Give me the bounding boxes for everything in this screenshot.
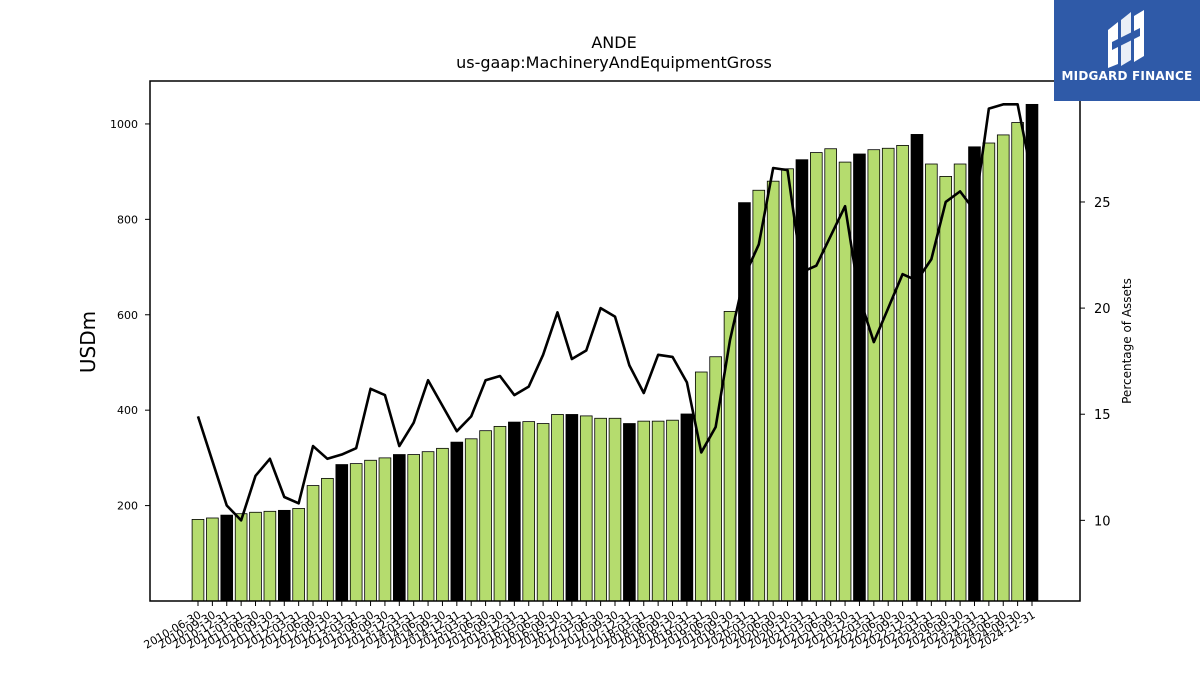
plot-frame — [149, 80, 1081, 602]
y-tick-label: 400 — [117, 404, 138, 417]
bar — [263, 510, 277, 602]
bar — [910, 134, 924, 602]
bar — [565, 414, 579, 602]
bar — [594, 417, 607, 602]
bar — [680, 413, 694, 602]
y-axis-label: USDm — [76, 311, 100, 373]
y-tick-label: 200 — [117, 500, 138, 513]
bar — [393, 454, 406, 602]
bar — [206, 517, 219, 602]
bar — [551, 414, 564, 602]
bar — [810, 152, 823, 602]
y-tick-label: 600 — [117, 309, 138, 322]
percentage-line — [196, 103, 1034, 522]
bar — [277, 509, 291, 602]
bar — [968, 146, 981, 602]
x-axis: 2010-06-302010-09-302010-12-312011-03-31… — [142, 601, 1038, 652]
y-axis-right: 10 15 20 25 — [1080, 196, 1111, 529]
midgard-finance-logo: MIDGARD FINANCE — [1054, 0, 1200, 101]
bar — [896, 144, 909, 602]
bar — [522, 421, 536, 602]
chart-title: ANDE — [591, 33, 636, 52]
chart-subtitle: us-gaap:MachineryAndEquipmentGross — [456, 53, 772, 72]
bar — [738, 202, 751, 602]
bar — [709, 356, 722, 602]
bar — [321, 477, 334, 602]
bar — [666, 419, 679, 602]
bar — [249, 511, 262, 602]
bar — [694, 371, 708, 602]
bar — [479, 430, 492, 602]
y-right-tick-label: 10 — [1094, 514, 1111, 529]
bar — [464, 438, 478, 602]
y-right-tick-label: 25 — [1094, 196, 1111, 211]
bar — [436, 447, 449, 602]
bar — [623, 423, 636, 602]
bar — [191, 519, 205, 602]
bar — [378, 457, 392, 602]
bar — [925, 163, 938, 602]
y-axis: 200 400 600 800 1000 — [110, 118, 150, 513]
bar — [349, 463, 363, 602]
bar — [1011, 122, 1024, 602]
bar — [723, 311, 737, 602]
y-tick-label: 1000 — [110, 118, 138, 131]
bar — [766, 180, 780, 602]
logo-mark-icon — [1108, 10, 1144, 68]
bar-series — [191, 103, 1039, 602]
bar — [508, 421, 521, 602]
bar — [220, 514, 234, 602]
bar — [824, 148, 837, 602]
bar — [335, 464, 349, 602]
bar — [1025, 103, 1039, 602]
bar — [407, 454, 420, 602]
bar — [867, 149, 881, 602]
bar — [608, 417, 622, 602]
bar — [450, 441, 464, 602]
bar — [881, 147, 895, 602]
line-series — [196, 103, 1034, 522]
bar — [939, 176, 953, 602]
bar — [953, 163, 967, 602]
bar — [982, 142, 996, 602]
bar — [996, 134, 1010, 602]
bar — [651, 420, 665, 602]
y-right-tick-label: 20 — [1094, 302, 1111, 317]
y-axis-right-label: Percentage of Assets — [1120, 278, 1134, 404]
bar — [536, 423, 550, 602]
bar — [579, 415, 593, 602]
y-tick-label: 800 — [117, 213, 138, 226]
bar — [853, 153, 866, 602]
bar — [781, 168, 794, 602]
y-right-tick-label: 15 — [1094, 408, 1111, 423]
bar — [637, 420, 651, 602]
bar — [364, 459, 377, 602]
bar — [493, 425, 507, 602]
bar — [234, 513, 248, 602]
bar — [306, 485, 320, 602]
bar — [795, 159, 809, 602]
logo-text: MIDGARD FINANCE — [1061, 69, 1193, 83]
bar — [421, 451, 435, 602]
bar — [292, 508, 305, 602]
